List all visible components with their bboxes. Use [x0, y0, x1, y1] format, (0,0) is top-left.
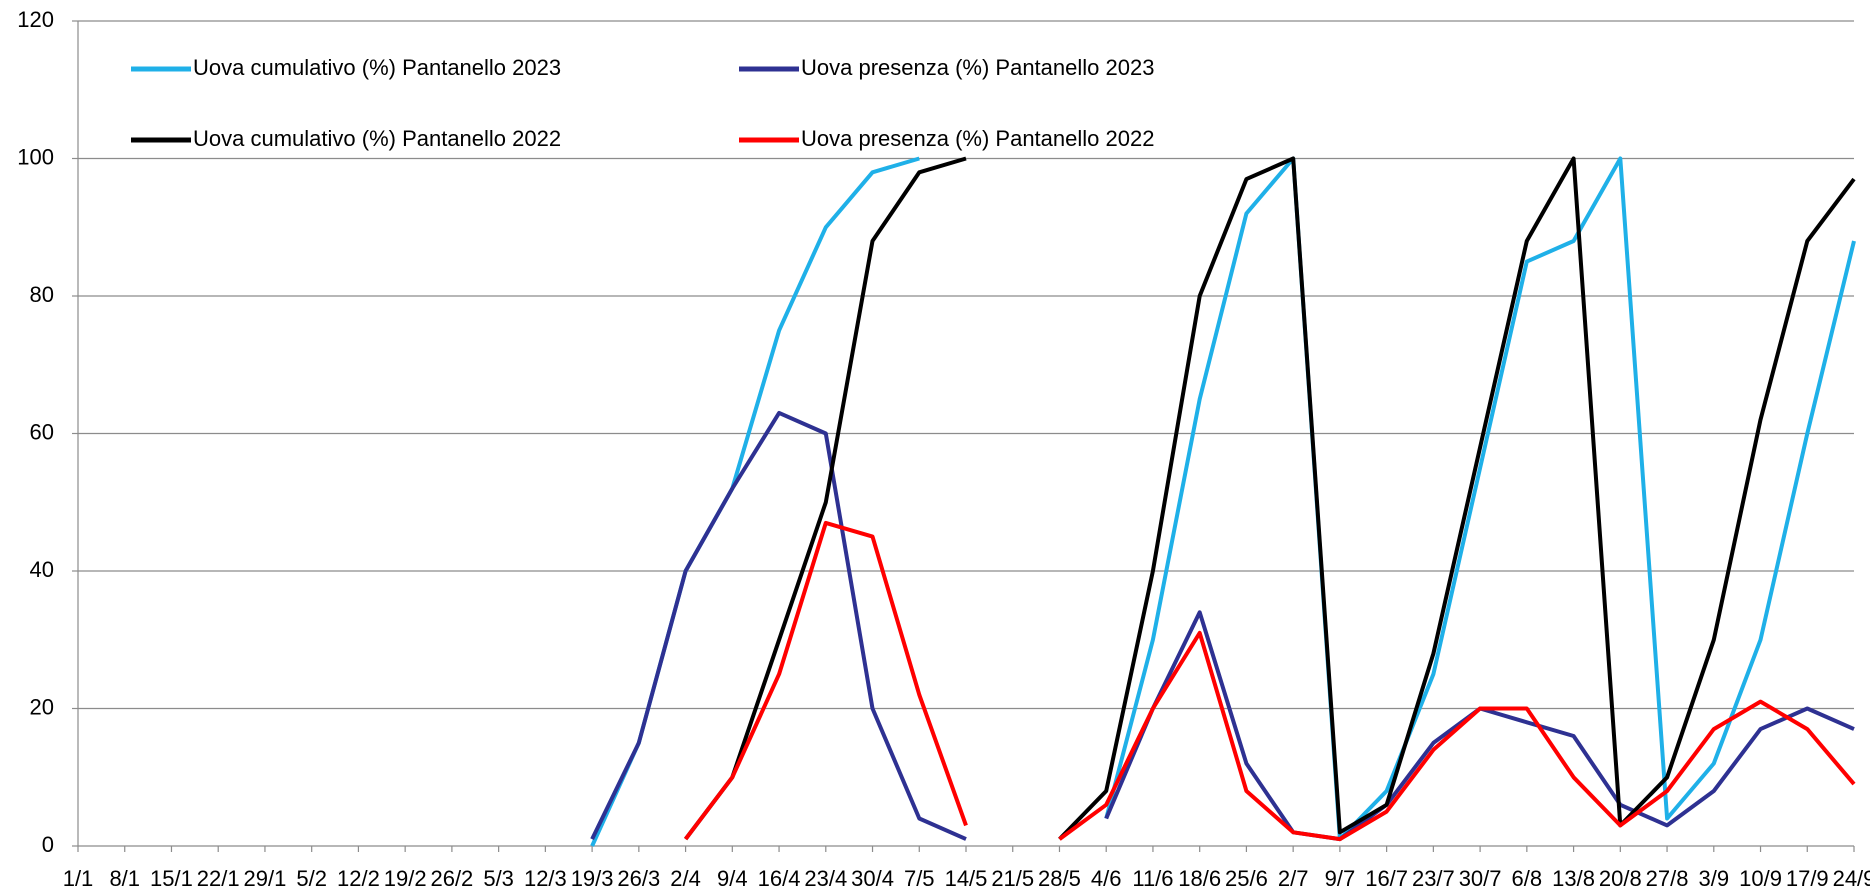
x-tick-label: 19/2 [384, 866, 427, 889]
x-tick-label: 15/1 [150, 866, 193, 889]
x-tick-label: 2/4 [670, 866, 701, 889]
legend-label: Uova cumulativo (%) Pantanello 2022 [193, 126, 561, 151]
x-tick-label: 8/1 [109, 866, 140, 889]
x-tick-label: 4/6 [1091, 866, 1122, 889]
x-tick-label: 3/9 [1698, 866, 1729, 889]
x-tick-label: 27/8 [1646, 866, 1689, 889]
x-tick-label: 6/8 [1512, 866, 1543, 889]
x-tick-label: 28/5 [1038, 866, 1081, 889]
x-tick-label: 30/7 [1459, 866, 1502, 889]
x-tick-label: 18/6 [1178, 866, 1221, 889]
x-tick-label: 26/3 [617, 866, 660, 889]
legend-label: Uova cumulativo (%) Pantanello 2023 [193, 55, 561, 80]
x-tick-label: 1/1 [63, 866, 94, 889]
x-tick-label: 26/2 [430, 866, 473, 889]
y-tick-label: 60 [30, 419, 54, 444]
x-tick-label: 30/4 [851, 866, 894, 889]
x-tick-label: 23/7 [1412, 866, 1455, 889]
x-tick-label: 13/8 [1552, 866, 1595, 889]
x-tick-label: 9/4 [717, 866, 748, 889]
x-tick-label: 24/9 [1833, 866, 1870, 889]
x-tick-label: 5/3 [483, 866, 514, 889]
x-tick-label: 29/1 [244, 866, 287, 889]
x-tick-label: 20/8 [1599, 866, 1642, 889]
x-tick-label: 9/7 [1325, 866, 1356, 889]
y-tick-label: 40 [30, 557, 54, 582]
series-line [590, 156, 1856, 847]
x-tick-label: 7/5 [904, 866, 935, 889]
y-tick-label: 120 [17, 7, 54, 32]
y-tick-label: 100 [17, 144, 54, 169]
series-line [684, 156, 1856, 841]
x-tick-label: 2/7 [1278, 866, 1309, 889]
x-tick-label: 12/2 [337, 866, 380, 889]
x-tick-label: 14/5 [945, 866, 988, 889]
legend-label: Uova presenza (%) Pantanello 2023 [801, 55, 1154, 80]
x-tick-label: 21/5 [991, 866, 1034, 889]
x-tick-label: 25/6 [1225, 866, 1268, 889]
x-tick-label: 23/4 [804, 866, 847, 889]
y-tick-label: 0 [42, 832, 54, 857]
series-line [684, 520, 1856, 842]
x-tick-label: 19/3 [571, 866, 614, 889]
x-tick-label: 16/7 [1365, 866, 1408, 889]
legend-label: Uova presenza (%) Pantanello 2022 [801, 126, 1154, 151]
x-tick-label: 11/6 [1132, 866, 1173, 889]
y-tick-label: 80 [30, 282, 54, 307]
x-tick-label: 22/1 [197, 866, 240, 889]
y-tick-label: 20 [30, 694, 54, 719]
x-tick-label: 10/9 [1739, 866, 1782, 889]
x-tick-label: 12/3 [524, 866, 567, 889]
x-tick-label: 16/4 [758, 866, 801, 889]
x-tick-label: 17/9 [1786, 866, 1829, 889]
x-tick-label: 5/2 [296, 866, 327, 889]
